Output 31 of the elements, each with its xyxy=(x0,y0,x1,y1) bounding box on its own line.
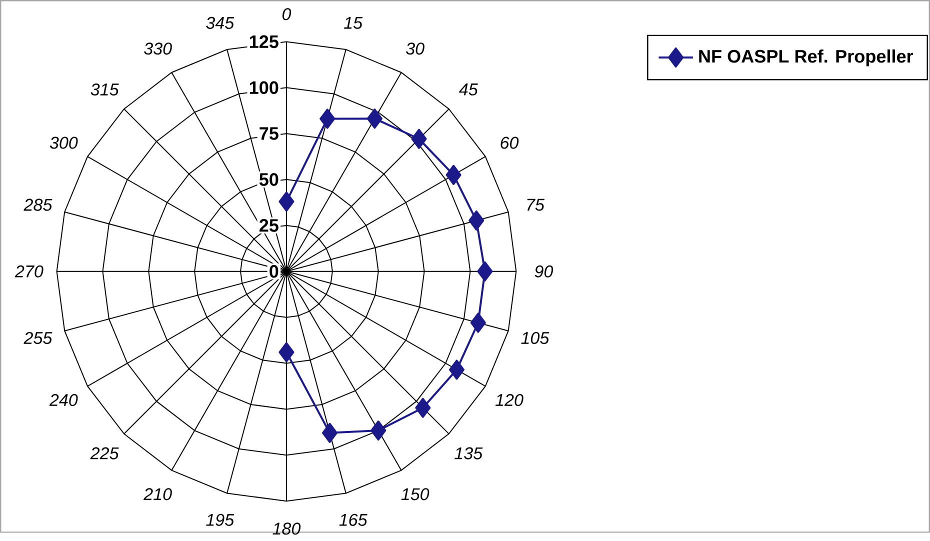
spoke-label: 165 xyxy=(339,514,368,526)
y-tick-label: 25 xyxy=(259,218,278,232)
y-tick-label: 0 xyxy=(270,264,278,278)
y-tick-label: 50 xyxy=(259,172,278,186)
spoke-label: 285 xyxy=(24,198,52,211)
spoke-label: 315 xyxy=(90,83,119,96)
spoke-label: 225 xyxy=(90,447,119,460)
spoke-label: 240 xyxy=(49,394,78,406)
spoke-label: 210 xyxy=(144,488,172,500)
spoke-label: 15 xyxy=(344,16,363,29)
spoke-label: 345 xyxy=(206,16,234,29)
spoke-label: 120 xyxy=(495,394,524,406)
spoke-label: 195 xyxy=(206,514,234,526)
spoke-label: 105 xyxy=(521,332,550,344)
y-tick-label: 100 xyxy=(250,81,278,94)
spoke-label: 270 xyxy=(14,265,44,278)
spoke-label: 135 xyxy=(454,447,483,460)
y-tick-label: 125 xyxy=(250,35,278,48)
y-tick-label: 75 xyxy=(260,127,278,140)
spoke-label: 30 xyxy=(406,42,424,54)
spoke-label: 180 xyxy=(272,522,301,534)
spoke-label: 300 xyxy=(50,136,78,149)
spoke-label: 255 xyxy=(24,332,52,344)
legend-label: NF OASPL Ref. Propeller xyxy=(699,49,914,66)
spoke-label: 45 xyxy=(458,83,478,96)
spoke-label: 150 xyxy=(401,488,430,500)
spoke-label: 0 xyxy=(282,8,292,20)
spoke-label: 330 xyxy=(144,42,172,54)
spoke-label: 75 xyxy=(527,198,544,211)
spoke-label: 60 xyxy=(500,136,519,149)
spoke-label: 90 xyxy=(534,265,554,278)
